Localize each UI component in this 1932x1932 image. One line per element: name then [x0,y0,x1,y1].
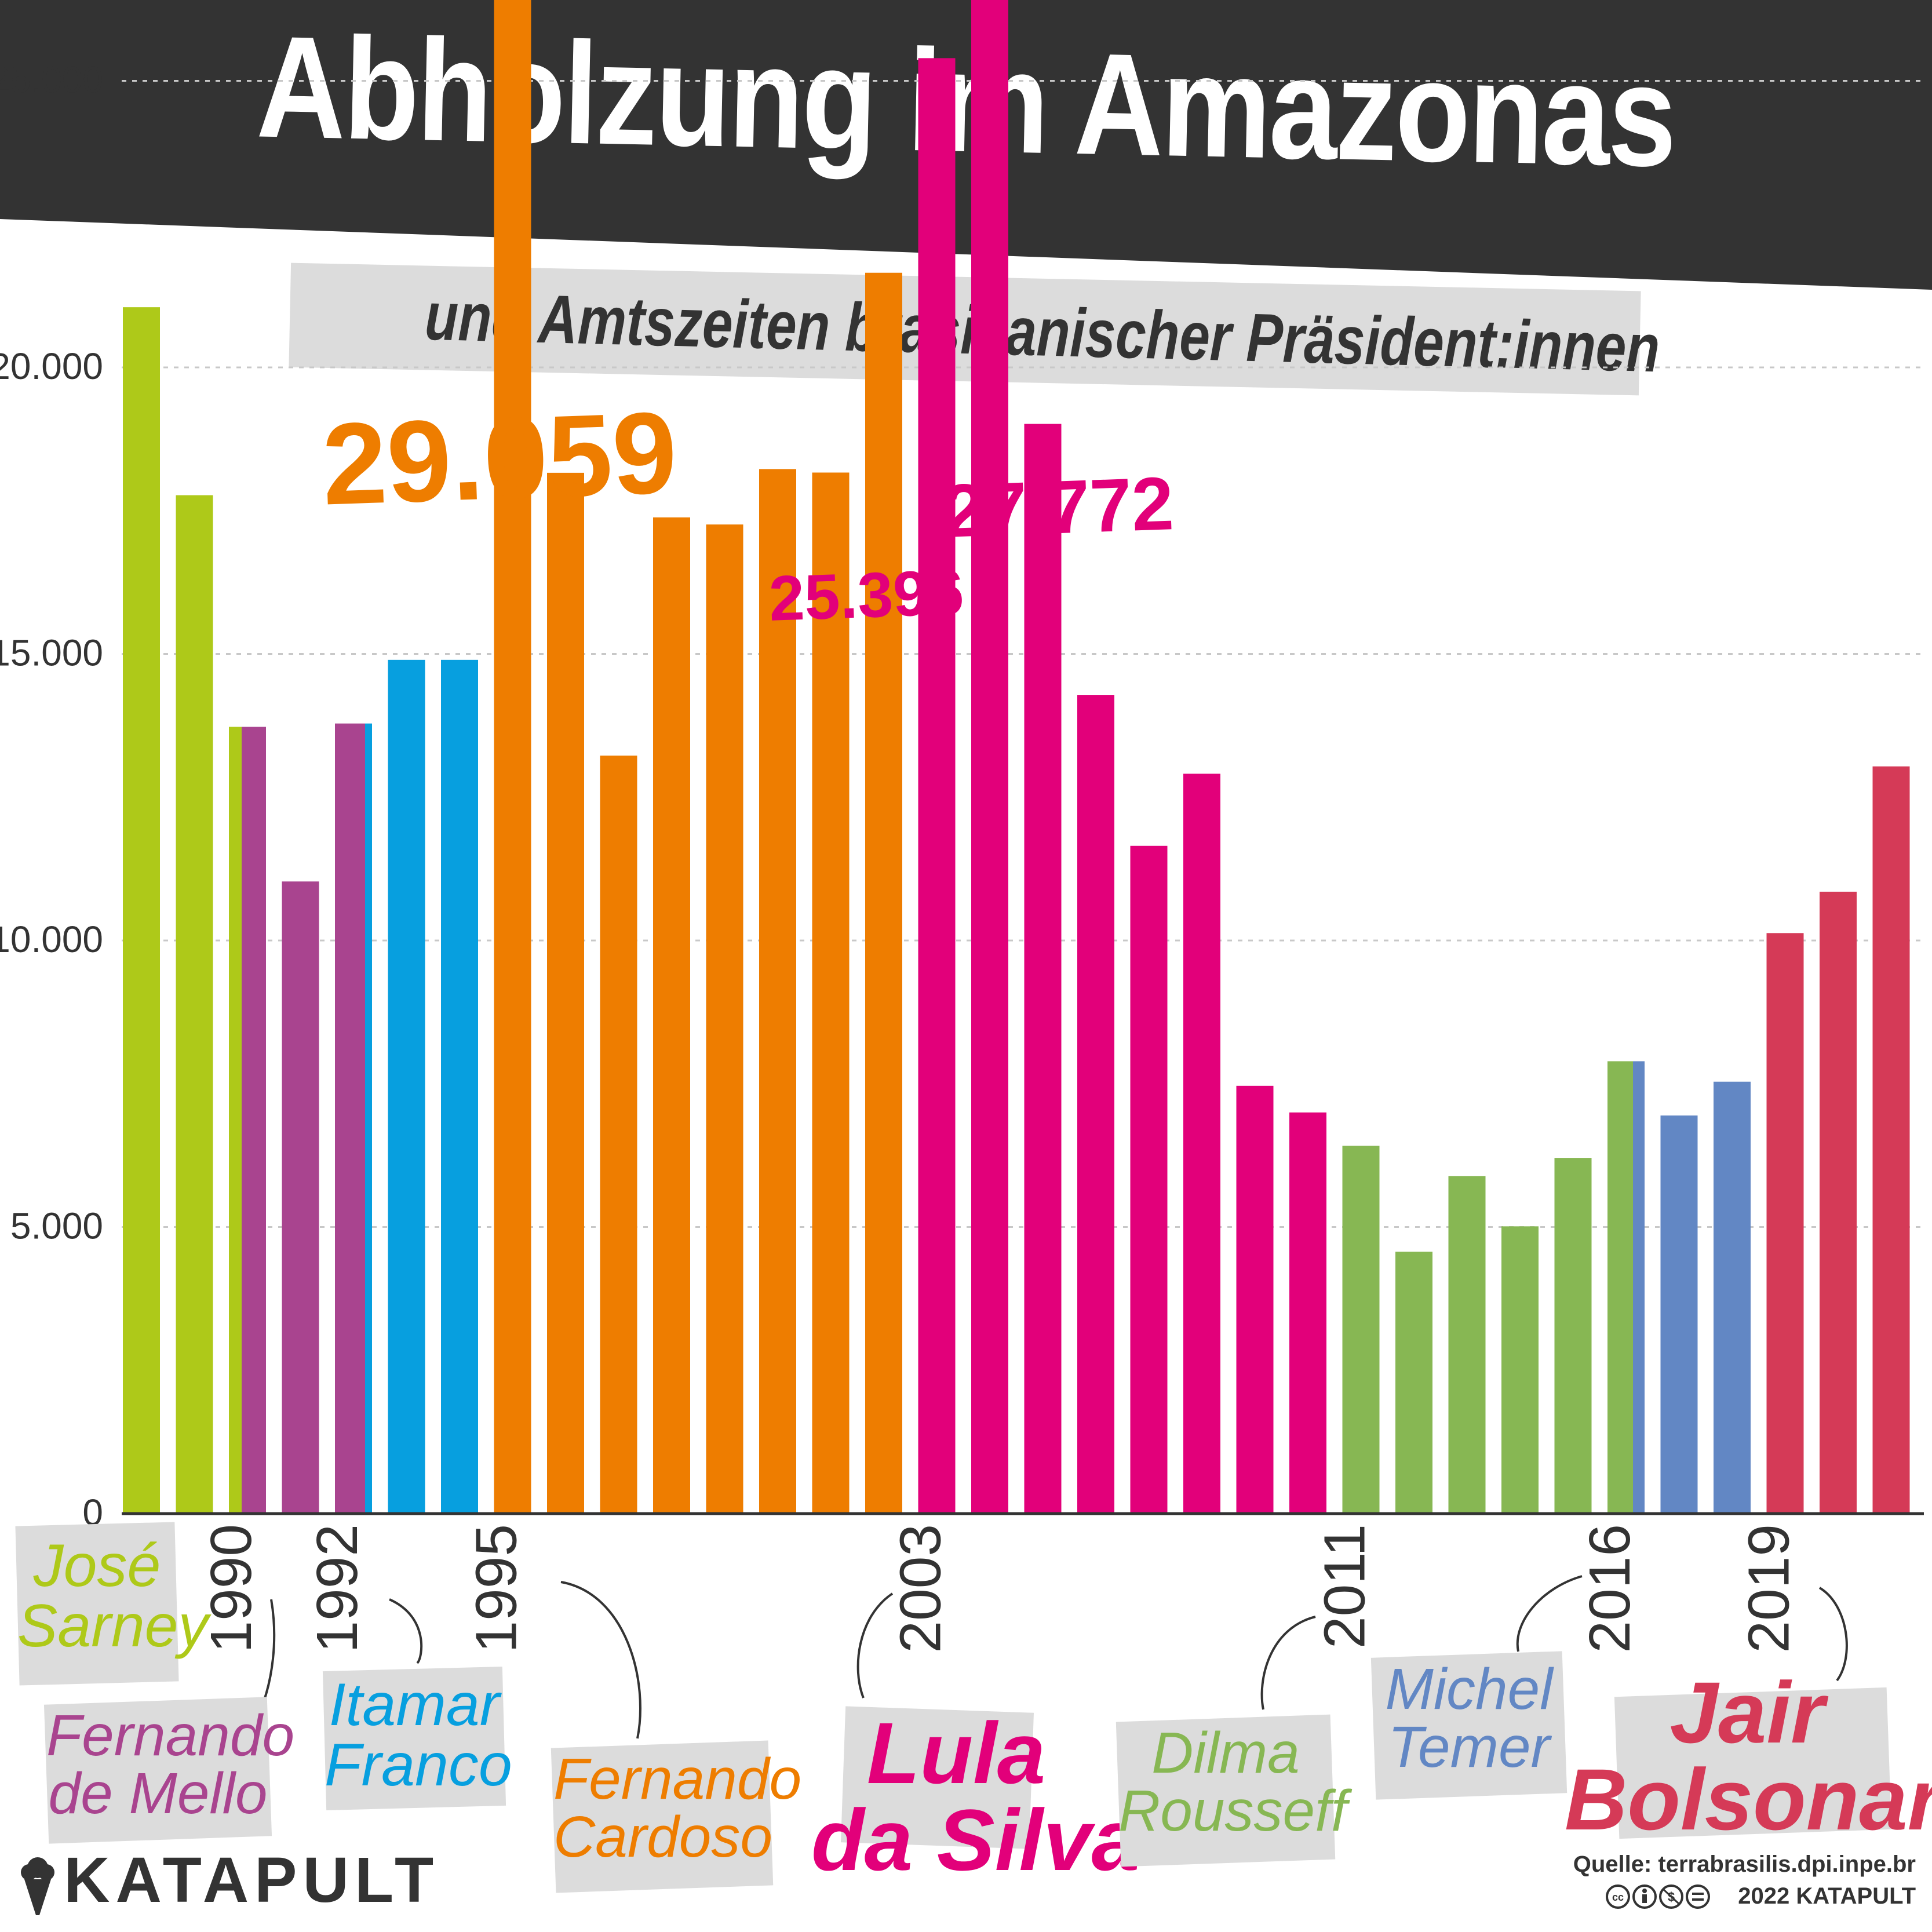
president-rousseff-line1: Dilma [1151,1720,1300,1785]
bar-1990-part1 [229,727,242,1514]
katapult-logo-icon [21,1857,54,1915]
bar-2016-part1 [1607,1061,1633,1514]
year-label-2003: 2003 [888,1524,953,1653]
cc-icon: cc [1606,1884,1630,1909]
value-label-1995: 29.059 [320,388,679,529]
bar-2006 [1077,695,1114,1514]
president-name-cardoso: Fernando Cardoso [553,1747,802,1869]
president-name-sarney: José Sarney [17,1532,209,1660]
y-tick-25000: 25.000 [0,59,103,101]
bars [123,0,1910,1514]
bar-1990-part2 [242,727,266,1514]
year-label-2016: 2016 [1577,1524,1642,1653]
president-cardoso-line1: Fernando [553,1747,802,1811]
year-label-2019: 2019 [1737,1524,1802,1653]
president-lula-line1: Lula [866,1704,1046,1802]
y-tick-5000: 5.000 [10,1205,103,1247]
connector-rousseff [1260,1616,1316,1710]
connector-cardoso [560,1581,641,1739]
bar-2008 [1183,774,1220,1514]
bar-2021 [1872,766,1910,1514]
bar-1995 [494,0,531,1514]
bar-2014 [1501,1226,1539,1514]
bar-2002 [865,272,902,1514]
president-name-temer: Michel Temer [1373,1660,1565,1776]
bar-2017 [1660,1115,1698,1514]
value-label-2004: 27.772 [942,461,1175,553]
president-lula-line2: da Silva [811,1791,1140,1889]
bar-2003 [918,58,956,1514]
bar-2007 [1130,845,1168,1514]
connector-temer [1516,1575,1583,1652]
bar-2012 [1395,1251,1432,1514]
president-temer-line1: Michel [1385,1657,1553,1722]
president-name-mello: Fernando de Mello [46,1703,295,1826]
bar-2011 [1342,1146,1380,1514]
source-note: Quelle: terrabrasilis.dpi.inpe.br [1573,1851,1916,1877]
y-tick-15000: 15.000 [0,632,103,674]
year-label-1992: 1992 [305,1524,370,1653]
bar-2009 [1236,1085,1274,1514]
bar-2015 [1554,1158,1592,1514]
y-tick-10000: 10.000 [0,918,103,960]
president-franco-line2: Franco [325,1731,512,1799]
y-tick-20000: 20.000 [0,345,103,387]
bar-1998 [653,517,690,1514]
bar-1994 [441,659,478,1514]
bar-1992-part2 [365,723,372,1514]
bar-1996 [547,472,584,1514]
president-bolsonaro-line2: Bolsonaro [1565,1751,1932,1848]
bar-2000 [759,469,796,1514]
president-name-lula: Lula da Silva [811,1704,1140,1889]
bar-1989 [176,495,213,1514]
bar-2010 [1289,1112,1326,1514]
connector-bolsonaro [1818,1587,1848,1682]
nc-icon: $ [1659,1884,1683,1909]
value-label-2003: 25.396 [768,556,965,635]
gridlines [122,80,1924,1228]
bar-1988 [123,307,160,1514]
president-name-rousseff: Dilma Rousseff [1118,1720,1347,1843]
nd-icon [1686,1884,1710,1909]
president-mello-line1: Fernando [46,1703,295,1768]
connector-lula [856,1592,894,1698]
bar-1999 [706,524,743,1514]
bar-2005 [1024,424,1062,1514]
president-mello-line2: de Mello [48,1761,268,1826]
license-icons: cc $ [1606,1884,1710,1909]
bar-1992-part1 [335,723,365,1514]
bar-2001 [812,472,850,1514]
bar-2020 [1820,891,1857,1514]
bar-2016-part2 [1633,1061,1645,1514]
katapult-logo-text: KATAPULT [64,1844,440,1916]
year-label-1995: 1995 [464,1524,529,1653]
svg-text:cc: cc [1612,1891,1624,1903]
bar-1997 [600,755,637,1514]
bar-1991 [282,881,319,1514]
president-temer-line2: Temer [1388,1715,1550,1780]
president-rousseff-line2: Rousseff [1118,1778,1347,1843]
bar-2018 [1714,1081,1751,1514]
year-label-1990: 1990 [199,1524,264,1653]
connector-franco [389,1598,423,1664]
president-cardoso-line2: Cardoso [553,1805,772,1869]
president-bolsonaro-line1: Jair [1669,1664,1825,1761]
president-name-bolsonaro: Jair Bolsonaro [1565,1664,1932,1848]
year-labels: 1990 1992 1995 2003 2011 2016 2019 [199,1524,1802,1653]
title-banner [0,0,1932,290]
president-sarney-line2: Sarney [17,1592,209,1660]
president-franco-line1: Itamar [329,1671,500,1738]
by-icon [1632,1884,1657,1909]
bar-1993 [388,659,425,1514]
bar-2013 [1448,1176,1486,1514]
copyright-note: 2022 KATAPULT [1738,1883,1916,1909]
president-name-franco: Itamar Franco [325,1671,512,1799]
president-sarney-line1: José [33,1532,161,1599]
bar-2019 [1766,933,1804,1514]
year-label-2011: 2011 [1313,1524,1377,1649]
bar-2004 [971,0,1008,1514]
